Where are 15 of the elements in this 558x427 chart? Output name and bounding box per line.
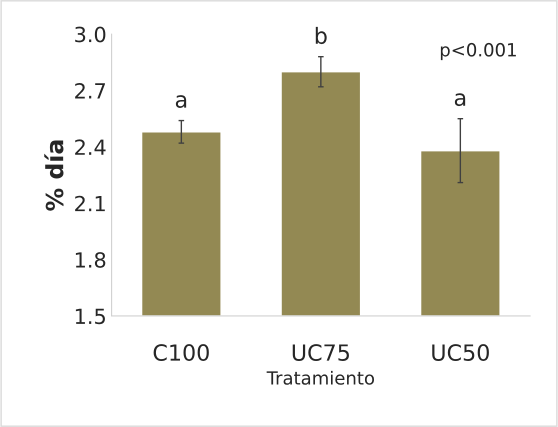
x-tick-label: UC75 (292, 344, 349, 361)
x-tick-label: C100 (154, 344, 209, 361)
y-axis-title: % día (44, 140, 64, 211)
x-axis-title: Tratamiento (266, 370, 374, 385)
annotation: b (316, 26, 327, 44)
annotation: a (454, 93, 466, 106)
y-tick-label: 1.5 (76, 308, 105, 324)
annotation: p<0.001 (440, 42, 516, 60)
x-tick-label: UC50 (432, 344, 489, 361)
y-tick-label: 2.7 (75, 82, 105, 98)
y-tick-label: 2.4 (75, 139, 106, 155)
y-tick-label: 1.8 (76, 252, 106, 268)
annotation: a (176, 95, 186, 108)
y-tick-label: 2.1 (75, 196, 105, 212)
y-tick-label: 3.0 (75, 26, 106, 42)
